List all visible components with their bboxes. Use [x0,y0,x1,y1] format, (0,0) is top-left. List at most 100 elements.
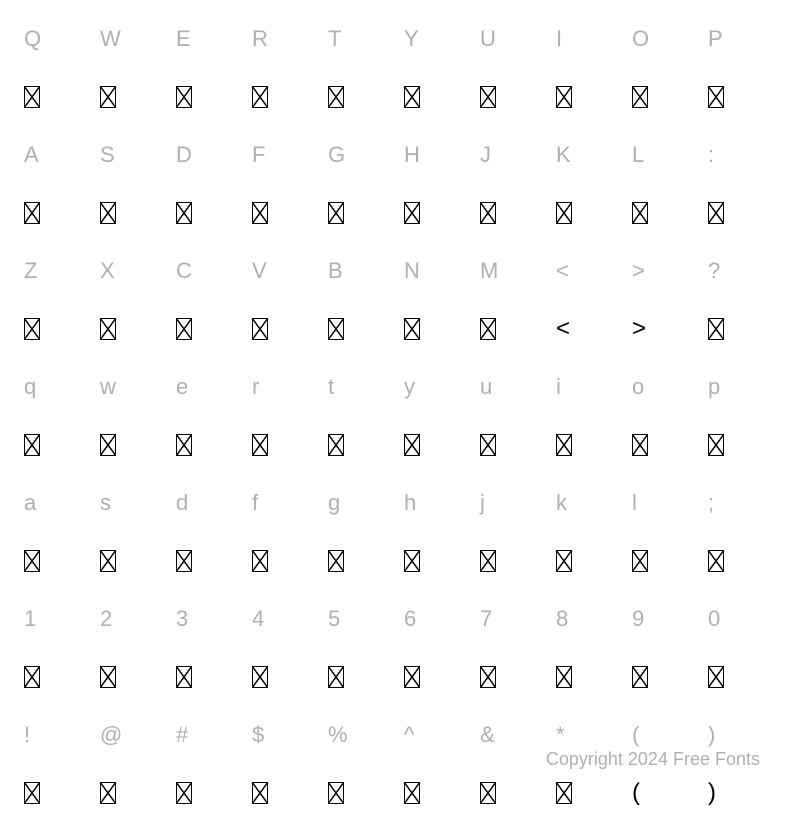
char-label: B [328,258,343,284]
char-glyph-cell [20,532,96,590]
char-label: t [328,374,334,400]
char-label-cell: e [172,358,248,416]
char-label: N [404,258,420,284]
char-glyph-cell [628,648,704,706]
char-glyph-cell [400,184,476,242]
char-glyph-cell [324,184,400,242]
notdef-glyph-icon [100,666,116,688]
notdef-glyph-icon [24,86,40,108]
char-label-cell: 5 [324,590,400,648]
char-glyph-cell [628,184,704,242]
notdef-glyph-icon [24,202,40,224]
char-label: : [708,142,714,168]
char-label-cell: D [172,126,248,184]
notdef-glyph-icon [252,86,268,108]
char-label: e [176,374,188,400]
char-glyph-cell [476,184,552,242]
char-label-cell: 9 [628,590,704,648]
notdef-glyph-icon [252,666,268,688]
char-glyph-cell [704,68,780,126]
char-label-cell: g [324,474,400,532]
char-glyph-cell [704,416,780,474]
char-label: 6 [404,606,416,632]
copyright-text: Copyright 2024 Free Fonts [546,749,760,770]
char-label: D [176,142,192,168]
char-label-cell: C [172,242,248,300]
notdef-glyph-icon [100,318,116,340]
char-label: ( [632,722,639,748]
char-glyph-cell [476,416,552,474]
char-glyph-cell [172,648,248,706]
char-label: S [100,142,115,168]
notdef-glyph-icon [24,782,40,804]
char-label: O [632,26,649,52]
char-glyph-cell [172,532,248,590]
char-glyph-cell [400,68,476,126]
char-label-cell: P [704,10,780,68]
char-glyph-cell [400,532,476,590]
notdef-glyph-icon [100,434,116,456]
char-label: d [176,490,188,516]
character-map-grid: QWERTYUIOPASDFGHJKL:ZXCVBNM<>?<>qwertyui… [20,0,780,822]
notdef-glyph-icon [480,86,496,108]
notdef-glyph-icon [632,666,648,688]
char-label-cell: y [400,358,476,416]
char-label: 8 [556,606,568,632]
char-label-cell: ? [704,242,780,300]
char-label-cell: V [248,242,324,300]
char-label: j [480,490,485,516]
char-label-cell: Z [20,242,96,300]
notdef-glyph-icon [632,86,648,108]
char-label-cell: : [704,126,780,184]
char-label: i [556,374,561,400]
char-glyph-cell [20,68,96,126]
char-label-cell: T [324,10,400,68]
char-glyph-cell [704,532,780,590]
char-glyph-cell [476,532,552,590]
char-glyph-cell [324,648,400,706]
notdef-glyph-icon [100,550,116,572]
char-label-cell: i [552,358,628,416]
char-label-cell: @ [96,706,172,764]
char-label-cell: W [96,10,172,68]
char-label: U [480,26,496,52]
char-label-cell: & [476,706,552,764]
notdef-glyph-icon [252,782,268,804]
char-label: g [328,490,340,516]
notdef-glyph-icon [100,86,116,108]
char-label-cell: A [20,126,96,184]
char-glyph-cell: < [552,300,628,358]
notdef-glyph-icon [404,86,420,108]
char-label: @ [100,722,122,748]
notdef-glyph-icon [708,434,724,456]
char-label: s [100,490,111,516]
char-label: % [328,722,348,748]
char-glyph-cell: > [628,300,704,358]
notdef-glyph-icon [556,434,572,456]
char-glyph-cell [628,416,704,474]
char-label: ; [708,490,714,516]
char-label-cell: 3 [172,590,248,648]
char-glyph-cell [96,416,172,474]
char-glyph-cell [704,300,780,358]
char-label-cell: B [324,242,400,300]
char-label: F [252,142,265,168]
notdef-glyph-icon [708,318,724,340]
char-label-cell: h [400,474,476,532]
notdef-glyph-icon [328,550,344,572]
char-glyph-cell [248,416,324,474]
char-glyph-cell [248,300,324,358]
char-label: 7 [480,606,492,632]
char-glyph-cell [400,416,476,474]
char-label: a [24,490,36,516]
char-glyph-cell [20,184,96,242]
char-glyph: ) [708,779,716,807]
char-glyph-cell [628,68,704,126]
notdef-glyph-icon [24,666,40,688]
char-label-cell: J [476,126,552,184]
char-glyph-cell [96,532,172,590]
char-label: y [404,374,415,400]
char-label: V [252,258,267,284]
char-glyph-cell [704,184,780,242]
char-label-cell: $ [248,706,324,764]
